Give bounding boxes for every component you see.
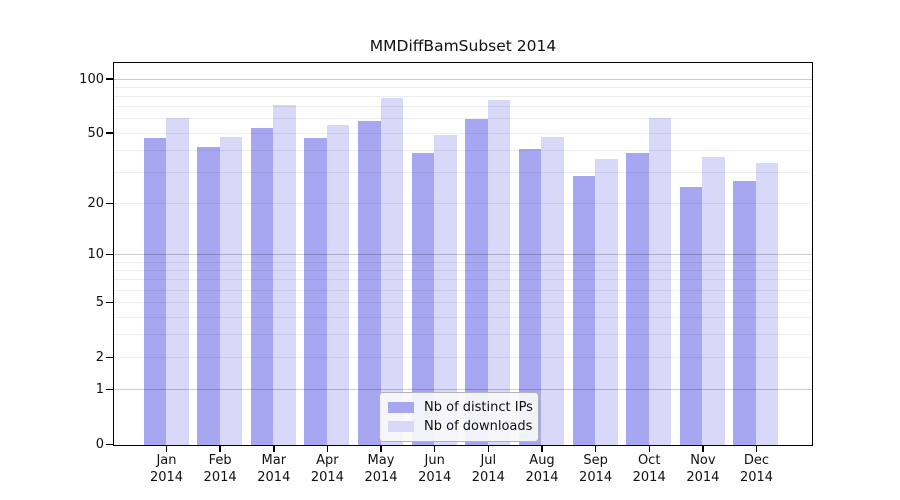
gridline-80 (114, 96, 812, 97)
y-tick-label-50: 50 (87, 125, 104, 141)
bar-downloads-oct (648, 118, 672, 445)
y-tick-mark-2 (105, 356, 114, 359)
x-tick-label-jun: Jun 2014 (418, 453, 452, 485)
plot-area: Nb of distinct IPs Nb of downloads (113, 62, 813, 446)
x-tick-mark-dec (755, 446, 758, 452)
x-tick-label-apr: Apr 2014 (310, 453, 344, 485)
y-tick-mark-20 (105, 202, 114, 205)
x-tick-mark-aug (541, 446, 543, 452)
gridline-6 (114, 289, 812, 291)
x-tick-label-jul: Jul 2014 (471, 453, 505, 485)
gridline-20 (114, 202, 812, 204)
y-tick-label-0: 0 (95, 437, 104, 452)
bar-distinct-ips-jan (143, 138, 166, 445)
gridline-90 (114, 86, 812, 88)
x-tick-label-may: May 2014 (364, 453, 398, 485)
x-tick-mark-mar (273, 446, 275, 452)
y-tick-label-100: 100 (79, 71, 104, 87)
bars-layer (114, 63, 812, 445)
gridline-40 (114, 149, 812, 151)
y-tick-label-2: 2 (95, 350, 104, 365)
gridline-50 (114, 132, 812, 134)
x-tick-mark-may (380, 446, 382, 452)
gridline-10 (114, 254, 812, 256)
legend-label-downloads: Nb of downloads (424, 419, 533, 434)
x-tick-mark-jan (165, 446, 168, 452)
x-tick-mark-apr (326, 446, 329, 452)
x-tick-mark-sep (594, 446, 597, 452)
x-tick-mark-feb (219, 446, 221, 452)
legend: Nb of distinct IPs Nb of downloads (379, 392, 539, 442)
gridline-9 (114, 261, 812, 263)
bar-distinct-ips-sep (572, 175, 596, 445)
y-tick-mark-0 (105, 443, 114, 446)
bar-downloads-apr (326, 124, 350, 445)
grid-layer (114, 63, 812, 445)
chart-title: MMDiffBamSubset 2014 (369, 37, 557, 55)
bar-distinct-ips-mar (250, 127, 274, 445)
y-tick-label-10: 10 (87, 247, 104, 263)
y-tick-mark-50 (105, 132, 114, 134)
x-tick-mark-jul (487, 446, 490, 452)
y-tick-label-5: 5 (95, 295, 104, 311)
x-tick-label-oct: Oct 2014 (632, 453, 666, 485)
bar-distinct-ips-apr (304, 138, 327, 445)
x-tick-label-aug: Aug 2014 (525, 453, 559, 485)
gridline-3 (114, 334, 812, 336)
y-tick-mark-1 (105, 388, 114, 391)
gridline-4 (114, 316, 812, 318)
x-tick-label-sep: Sep 2014 (579, 453, 613, 485)
bar-distinct-ips-nov (679, 187, 703, 445)
y-tick-mark-5 (105, 301, 114, 304)
gridline-30 (114, 172, 812, 173)
x-tick-label-jan: Jan 2014 (149, 453, 184, 485)
x-tick-mark-oct (648, 446, 650, 452)
bar-distinct-ips-oct (626, 152, 649, 445)
x-tick-label-dec: Dec 2014 (739, 453, 774, 485)
bar-downloads-aug (541, 136, 564, 445)
y-tick-mark-10 (105, 253, 114, 256)
y-tick-label-1: 1 (95, 382, 104, 398)
gridline-100 (114, 78, 812, 80)
x-tick-label-feb: Feb 2014 (203, 453, 237, 485)
bar-distinct-ips-may (358, 120, 381, 445)
legend-swatch-distinct-ips (388, 402, 414, 413)
legend-item-distinct-ips: Nb of distinct IPs (388, 398, 533, 417)
gridline-70 (114, 106, 812, 108)
bar-downloads-mar (273, 105, 296, 445)
gridline-1 (114, 389, 812, 391)
bar-downloads-nov (702, 156, 725, 445)
bar-downloads-dec (755, 163, 779, 445)
gridline-60 (114, 118, 812, 120)
gridline-5 (114, 302, 812, 304)
bar-distinct-ips-feb (197, 147, 220, 445)
gridline-2 (114, 357, 812, 358)
gridline-7 (114, 279, 812, 281)
bar-distinct-ips-dec (733, 181, 756, 445)
gridline-8 (114, 270, 812, 271)
x-tick-mark-jun (433, 446, 436, 452)
legend-item-downloads: Nb of downloads (388, 417, 533, 436)
x-tick-label-nov: Nov 2014 (686, 453, 720, 485)
bar-downloads-jan (166, 118, 189, 445)
bar-downloads-feb (219, 136, 243, 445)
x-tick-label-mar: Mar 2014 (257, 453, 291, 485)
legend-swatch-downloads (388, 421, 414, 432)
y-tick-mark-100 (105, 78, 114, 80)
x-tick-mark-nov (702, 446, 704, 452)
y-tick-label-20: 20 (87, 195, 104, 211)
legend-label-distinct-ips: Nb of distinct IPs (424, 400, 533, 415)
bar-downloads-sep (595, 159, 618, 445)
